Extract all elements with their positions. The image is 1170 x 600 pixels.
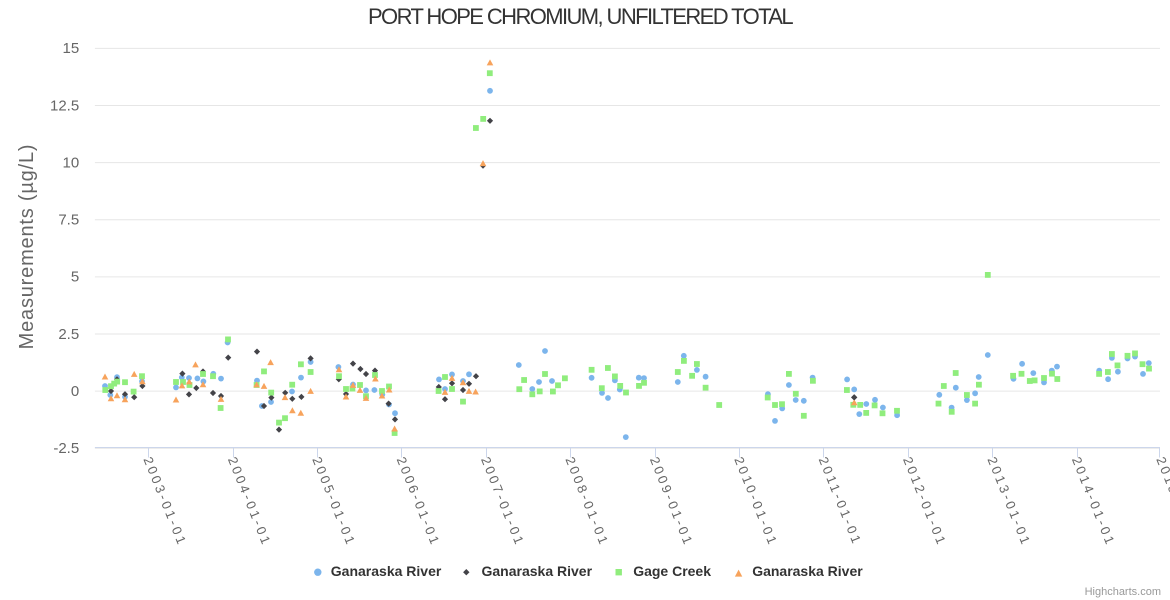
svg-text:Ganaraska River: Ganaraska River: [331, 563, 442, 579]
svg-text:2012-01-01: 2012-01-01: [900, 455, 950, 549]
svg-text:2009-01-01: 2009-01-01: [647, 455, 697, 549]
svg-text:7.5: 7.5: [58, 212, 79, 229]
svg-text:2013-01-01: 2013-01-01: [985, 455, 1035, 549]
svg-text:2.5: 2.5: [58, 326, 79, 343]
svg-text:12.5: 12.5: [50, 97, 79, 114]
svg-text:2006-01-01: 2006-01-01: [394, 455, 444, 549]
svg-text:Measurements (µg/L): Measurements (µg/L): [16, 144, 38, 350]
svg-text:2010-01-01: 2010-01-01: [731, 455, 781, 549]
svg-text:5: 5: [71, 269, 79, 286]
svg-text:2011-01-01: 2011-01-01: [816, 455, 865, 548]
svg-text:2004-01-01: 2004-01-01: [225, 455, 275, 549]
svg-text:15: 15: [63, 40, 80, 57]
svg-text:0: 0: [71, 383, 79, 400]
svg-text:Ganaraska River: Ganaraska River: [482, 563, 593, 579]
svg-text:PORT HOPE CHROMIUM, UNFILTERED: PORT HOPE CHROMIUM, UNFILTERED TOTAL: [368, 4, 793, 29]
svg-text:10: 10: [63, 154, 80, 171]
svg-text:Highcharts.com: Highcharts.com: [1085, 586, 1161, 598]
svg-text:Ganaraska River: Ganaraska River: [752, 563, 863, 579]
svg-text:2008-01-01: 2008-01-01: [563, 455, 613, 549]
svg-text:Gage Creek: Gage Creek: [633, 563, 711, 579]
svg-text:2007-01-01: 2007-01-01: [478, 455, 528, 549]
svg-text:2005-01-01: 2005-01-01: [309, 455, 359, 549]
svg-text:2015-01-01: 2015-01-01: [1153, 455, 1170, 549]
svg-text:-2.5: -2.5: [53, 440, 79, 457]
svg-text:2014-01-01: 2014-01-01: [1069, 455, 1119, 549]
svg-text:2003-01-01: 2003-01-01: [141, 455, 191, 549]
